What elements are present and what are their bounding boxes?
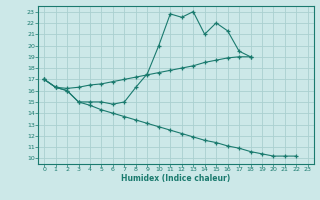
X-axis label: Humidex (Indice chaleur): Humidex (Indice chaleur) (121, 174, 231, 183)
